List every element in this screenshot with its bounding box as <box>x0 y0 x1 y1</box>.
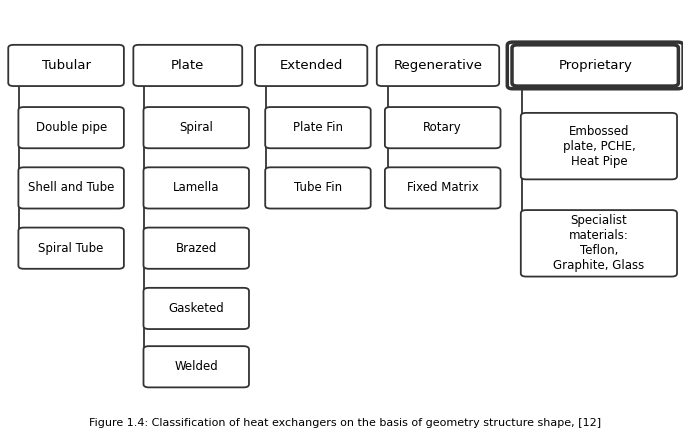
FancyBboxPatch shape <box>507 42 683 89</box>
Text: Double pipe: Double pipe <box>35 121 107 134</box>
Text: Tubular: Tubular <box>41 59 90 72</box>
Text: Welded: Welded <box>175 360 218 373</box>
FancyBboxPatch shape <box>377 45 499 86</box>
FancyBboxPatch shape <box>144 288 249 329</box>
Text: Embossed
plate, PCHE,
Heat Pipe: Embossed plate, PCHE, Heat Pipe <box>562 124 635 168</box>
Text: Lamella: Lamella <box>173 181 219 194</box>
FancyBboxPatch shape <box>144 228 249 269</box>
Text: Plate Fin: Plate Fin <box>293 121 343 134</box>
FancyBboxPatch shape <box>8 45 124 86</box>
Text: Gasketed: Gasketed <box>168 302 224 315</box>
Text: Spiral: Spiral <box>179 121 213 134</box>
FancyBboxPatch shape <box>521 210 677 276</box>
FancyBboxPatch shape <box>19 107 124 148</box>
FancyBboxPatch shape <box>512 45 678 86</box>
FancyBboxPatch shape <box>265 107 371 148</box>
FancyBboxPatch shape <box>255 45 367 86</box>
Text: Plate: Plate <box>171 59 204 72</box>
Text: Figure 1.4: Classification of heat exchangers on the basis of geometry structure: Figure 1.4: Classification of heat excha… <box>89 418 601 428</box>
Text: Shell and Tube: Shell and Tube <box>28 181 115 194</box>
FancyBboxPatch shape <box>19 228 124 269</box>
Text: Regenerative: Regenerative <box>393 59 482 72</box>
FancyBboxPatch shape <box>133 45 242 86</box>
FancyBboxPatch shape <box>144 346 249 388</box>
FancyBboxPatch shape <box>144 167 249 209</box>
Text: Fixed Matrix: Fixed Matrix <box>407 181 479 194</box>
Text: Brazed: Brazed <box>175 241 217 255</box>
Text: Extended: Extended <box>279 59 343 72</box>
Text: Specialist
materials:
Teflon,
Graphite, Glass: Specialist materials: Teflon, Graphite, … <box>553 214 644 272</box>
FancyBboxPatch shape <box>144 107 249 148</box>
FancyBboxPatch shape <box>385 107 500 148</box>
FancyBboxPatch shape <box>385 167 500 209</box>
Text: Tube Fin: Tube Fin <box>294 181 342 194</box>
Text: Spiral Tube: Spiral Tube <box>39 241 104 255</box>
Text: Rotary: Rotary <box>424 121 462 134</box>
FancyBboxPatch shape <box>265 167 371 209</box>
FancyBboxPatch shape <box>521 113 677 179</box>
FancyBboxPatch shape <box>19 167 124 209</box>
Text: Proprietary: Proprietary <box>558 59 632 72</box>
